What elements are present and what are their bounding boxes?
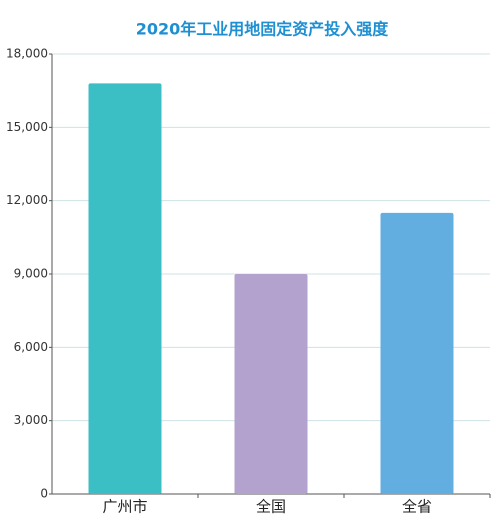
x-tick-label: 全国	[256, 498, 286, 516]
y-tick-label: 15,000	[6, 120, 48, 134]
y-tick-label: 9,000	[14, 267, 48, 281]
y-tick-label: 0	[40, 487, 48, 501]
bar	[88, 83, 162, 494]
y-tick-label: 6,000	[14, 340, 48, 354]
x-tick-label: 广州市	[102, 498, 147, 516]
y-tick-label: 3,000	[14, 413, 48, 427]
chart-title: 2020年工业用地固定资产投入强度	[136, 20, 390, 39]
bar	[380, 212, 454, 494]
y-tick-label: 12,000	[6, 193, 48, 207]
x-tick-label: 全省	[402, 498, 432, 516]
y-tick-label: 18,000	[6, 47, 48, 61]
bar	[234, 274, 308, 494]
